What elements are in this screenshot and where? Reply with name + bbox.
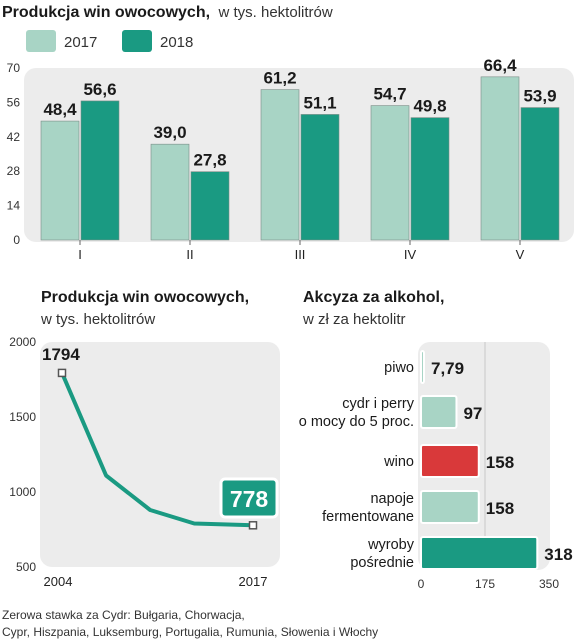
bar-value-label: 48,4 <box>43 100 77 119</box>
line-chart-title: Produkcja win owocowych, <box>41 289 249 306</box>
y-tick-label: 28 <box>7 164 21 178</box>
bar-2018 <box>80 100 120 241</box>
bar-2018 <box>190 171 230 241</box>
bar-2017 <box>150 143 190 241</box>
x-tick-label: 175 <box>475 577 495 591</box>
bar-value-label: 53,9 <box>523 87 556 106</box>
excise-value-label: 158 <box>486 453 514 472</box>
bar-value-label: 51,1 <box>303 93 336 112</box>
end-point-marker <box>248 521 258 530</box>
legend-label-2018: 2018 <box>160 34 193 51</box>
y-tick-label: 14 <box>7 199 21 213</box>
legend-swatch-2018 <box>122 30 152 52</box>
bar-2018 <box>520 107 560 241</box>
excise-chart-subtitle: w zł za hektolitr <box>302 311 406 328</box>
excise-category-label: pośrednie <box>350 555 414 571</box>
top-chart: 0 14 28 42 56 70 I 48,4 56,6 II 39,0 27,8 III 61,2 51,… <box>7 56 560 262</box>
bar-2017 <box>260 89 300 241</box>
y-tick-label: 42 <box>7 130 21 144</box>
start-value-label: 1794 <box>42 345 80 364</box>
x-category-label: III <box>295 247 306 262</box>
legend-label-2017: 2017 <box>64 34 97 51</box>
excise-category-label: napoje <box>370 491 414 507</box>
footnote-line-2: Cypr, Hiszpania, Luksemburg, Portugalia,… <box>2 625 378 639</box>
footnote-line-1: Zerowa stawka za Cydr: Bułgaria, Chorwac… <box>2 608 245 622</box>
start-point-marker <box>57 368 67 378</box>
y-tick-label: 70 <box>7 61 21 75</box>
x-tick-label-end: 2017 <box>239 574 268 589</box>
y-tick-label: 1000 <box>9 485 36 499</box>
excise-value-label: 318 <box>544 545 572 564</box>
bar-2017 <box>480 76 520 241</box>
bar-value-label: 39,0 <box>153 123 186 142</box>
x-category-label: V <box>516 247 525 262</box>
excise-chart-title: Akcyza za alkohol, <box>303 289 444 306</box>
excise-chart: 0 175 350 7,79 piwo 97 cydr i perry o mocy do 5… <box>299 342 573 591</box>
x-category-label: II <box>186 247 193 262</box>
bar-2018 <box>410 117 450 241</box>
y-tick-label: 56 <box>7 95 21 109</box>
bar-value-label: 56,6 <box>83 80 116 99</box>
excise-category-label: piwo <box>384 360 414 376</box>
bar-value-label: 27,8 <box>193 151 226 170</box>
bar-2017 <box>40 120 80 241</box>
excise-bar <box>420 490 480 524</box>
bar-value-label: 61,2 <box>263 69 296 88</box>
excise-value-label: 158 <box>486 499 514 518</box>
y-tick-label: 1500 <box>9 410 36 424</box>
y-tick-label: 0 <box>13 233 20 247</box>
excise-category-label: fermentowane <box>322 509 414 525</box>
production-line <box>60 370 255 528</box>
line-chart: 500 1000 1500 2000 2004 2017 1794 778 <box>9 335 279 589</box>
excise-category-label: o mocy do 5 proc. <box>299 414 414 430</box>
excise-category-label: cydr i perry <box>342 396 414 412</box>
excise-value-label: 7,79 <box>431 359 464 378</box>
excise-category-label: wino <box>383 454 414 470</box>
x-category-label: I <box>78 247 82 262</box>
bar-2017 <box>370 105 410 241</box>
bar-2018 <box>300 114 340 241</box>
excise-value-label: 97 <box>463 404 482 423</box>
legend-swatch-2017 <box>26 30 56 52</box>
x-tick-label: 0 <box>418 577 425 591</box>
y-tick-label: 2000 <box>9 335 36 349</box>
excise-category-label: wyroby <box>367 537 415 553</box>
excise-bar <box>420 395 458 429</box>
end-value-label: 778 <box>230 486 269 512</box>
x-tick-label-start: 2004 <box>44 574 73 589</box>
x-tick-label: 350 <box>539 577 559 591</box>
line-chart-panel <box>40 342 280 567</box>
line-chart-subtitle: w tys. hektolitrów <box>40 311 155 328</box>
top-chart-title: Produkcja win owocowych, w tys. hektolit… <box>2 4 333 21</box>
x-category-label: IV <box>404 247 417 262</box>
excise-bar <box>420 444 480 478</box>
excise-bar <box>420 536 539 570</box>
excise-bar <box>420 350 425 384</box>
bar-value-label: 49,8 <box>413 97 446 116</box>
bar-value-label: 66,4 <box>483 56 517 75</box>
end-value-badge <box>219 477 279 519</box>
legend: 2017 2018 <box>26 30 193 52</box>
bar-value-label: 54,7 <box>373 85 406 104</box>
y-tick-label: 500 <box>16 560 36 574</box>
